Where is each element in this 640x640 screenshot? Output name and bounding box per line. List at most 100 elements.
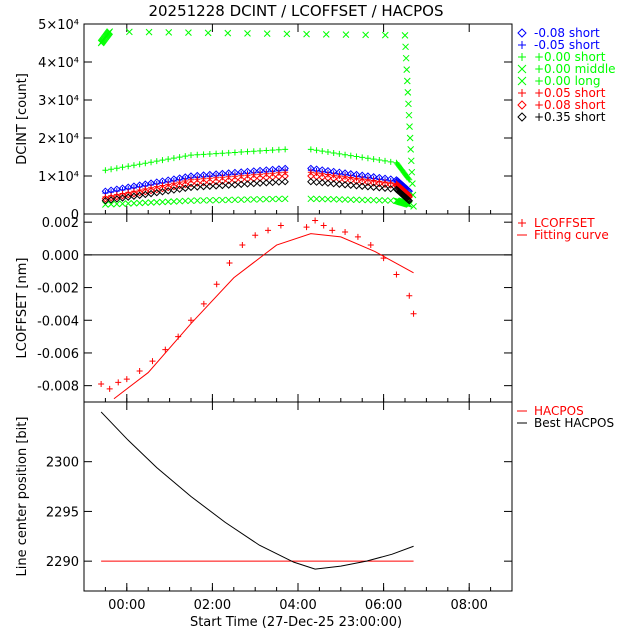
data-point: [176, 154, 183, 161]
data-point: [194, 176, 201, 183]
data-point: [277, 222, 284, 229]
legend-label: +0.35 short: [534, 110, 606, 124]
legend-label: Best HACPOS: [534, 416, 614, 430]
data-point: [123, 376, 130, 383]
data-point: [370, 156, 377, 163]
data-point: [164, 198, 172, 206]
data-point: [406, 123, 413, 130]
data-point: [237, 175, 245, 184]
legend-label: +0.00 short: [534, 50, 606, 64]
y-tick-label: 0.002: [42, 216, 79, 231]
y-tick-label: 0.000: [42, 249, 79, 264]
data-point: [159, 198, 166, 206]
data-point: [410, 310, 417, 317]
data-point: [387, 179, 394, 186]
data-point: [375, 179, 384, 188]
data-point: [113, 165, 120, 172]
legend-plus-icon: [518, 53, 526, 61]
series--0-00-short: [102, 146, 413, 183]
data-point: [238, 172, 245, 179]
data-point: [188, 152, 194, 159]
data-point: [165, 29, 173, 36]
data-point: [354, 233, 361, 240]
data-point: [170, 186, 178, 194]
data-point: [170, 198, 178, 205]
legend-cross-icon: [517, 76, 527, 86]
data-point: [153, 198, 161, 206]
y-tick-label: 2×10⁴: [38, 132, 79, 147]
x-tick-label: 08:00: [450, 598, 487, 613]
data-point: [401, 32, 409, 39]
data-point: [405, 175, 412, 182]
y-tick-label: 0: [71, 208, 79, 223]
data-point: [147, 189, 155, 198]
series-line: [100, 411, 414, 570]
data-point: [219, 150, 226, 157]
data-point: [364, 183, 372, 191]
data-point: [239, 242, 246, 249]
data-point: [187, 197, 195, 205]
data-point: [213, 150, 220, 157]
data-point: [106, 385, 113, 392]
data-point: [263, 30, 271, 37]
data-point: [313, 195, 320, 203]
data-point: [102, 193, 109, 200]
data-point: [367, 242, 374, 249]
data-point: [336, 196, 343, 203]
data-point: [257, 147, 264, 154]
legend-label: Fitting curve: [534, 228, 609, 242]
data-point: [407, 146, 415, 153]
data-point: [250, 148, 257, 155]
data-point: [153, 158, 160, 165]
data-point: [115, 379, 122, 386]
data-point: [324, 195, 332, 203]
y-tick-label: -0.006: [37, 347, 79, 362]
data-point: [407, 157, 415, 165]
data-point: [269, 170, 276, 177]
data-point: [237, 180, 245, 189]
data-point: [318, 179, 326, 187]
y-tick-label: -0.008: [37, 380, 79, 395]
y-tick-label: 1×10⁴: [38, 170, 79, 185]
data-point: [263, 170, 270, 177]
data-point: [149, 358, 156, 365]
data-point: [387, 158, 394, 165]
data-point: [130, 192, 138, 200]
data-point: [403, 77, 411, 85]
data-point: [243, 175, 252, 183]
legend-label: -0.08 short: [534, 26, 600, 40]
data-point: [341, 181, 349, 189]
data-point: [231, 196, 239, 204]
data-point: [124, 200, 132, 207]
legend-diamond-icon: [517, 28, 527, 38]
legend-label: -0.05 short: [534, 38, 600, 52]
data-point: [108, 166, 115, 173]
data-point: [352, 182, 361, 190]
data-point: [193, 179, 201, 187]
plot-frame: [83, 23, 513, 215]
data-point: [101, 195, 110, 203]
data-point: [231, 176, 239, 184]
data-point: [256, 179, 264, 187]
data-point: [353, 196, 360, 204]
data-point: [142, 160, 149, 167]
data-point: [358, 182, 366, 190]
x-tick-label: 02:00: [194, 598, 231, 613]
legend-cross-icon: [517, 64, 527, 74]
legend-label: +0.08 short: [534, 98, 606, 112]
data-point: [206, 175, 213, 182]
legend-label: HACPOS: [534, 404, 584, 418]
data-point: [231, 181, 239, 189]
data-point: [124, 193, 132, 201]
x-axis-label: Start Time (27-Dec-25 23:00:00): [190, 615, 402, 630]
y-tick-label: -0.004: [37, 314, 79, 329]
legend-label: +0.05 short: [534, 86, 606, 100]
data-point: [320, 222, 327, 229]
data-point: [113, 195, 121, 203]
data-point: [158, 184, 167, 193]
data-point: [224, 29, 232, 37]
data-point: [387, 197, 395, 204]
data-point: [375, 184, 384, 192]
data-point: [243, 180, 252, 188]
data-point: [199, 182, 208, 191]
